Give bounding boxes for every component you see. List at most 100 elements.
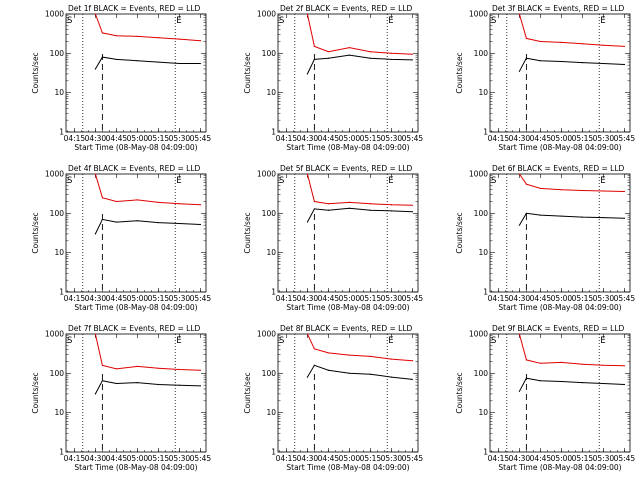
y-tick-label: 100 <box>262 209 277 218</box>
x-axis-label: Start Time (08-May-08 04:09:00) <box>74 463 197 472</box>
events-data-point <box>101 56 103 58</box>
x-tick-label: 05:30 <box>169 454 191 463</box>
x-tick-label: 04:45 <box>106 294 128 303</box>
y-tick-label: 100 <box>50 49 65 58</box>
x-tick-label: 05:45 <box>614 134 636 143</box>
lld-series-line <box>306 13 413 55</box>
lld-data-point <box>525 359 528 361</box>
events-data-point <box>525 57 528 59</box>
lld-data-point <box>411 204 413 206</box>
y-tick-label: 1 <box>483 128 488 137</box>
events-data-point <box>411 378 413 381</box>
lld-data-point <box>94 173 96 175</box>
start-marker-label: S <box>491 336 496 346</box>
y-tick-label: 10 <box>54 88 64 97</box>
panel-7: Det 7f BLACK = Events, RED = LLD 1000 100 1… <box>31 324 211 472</box>
lld-data-point <box>411 360 413 362</box>
lld-data-point <box>306 333 308 335</box>
lld-data-point <box>539 40 542 43</box>
start-marker-label: S <box>67 16 72 26</box>
y-tick-label: 10 <box>478 408 488 417</box>
x-tick-label: 05:45 <box>614 454 636 463</box>
lld-data-point <box>101 197 103 199</box>
lld-data-point <box>313 348 315 350</box>
x-tick-label: 04:45 <box>530 454 552 463</box>
start-marker-label: S <box>67 176 72 186</box>
lld-data-point <box>136 365 138 368</box>
end-marker-label: E <box>176 336 181 346</box>
events-data-point <box>390 58 392 61</box>
events-data-point <box>178 62 180 65</box>
lld-data-point <box>327 203 329 205</box>
x-tick-label: 05:00 <box>551 454 573 463</box>
lld-data-point <box>623 365 626 367</box>
x-tick-label: 04:45 <box>106 134 128 143</box>
plot-frame <box>277 333 419 453</box>
lld-data-point <box>560 361 563 363</box>
events-data-point <box>602 216 605 219</box>
y-tick-label: 100 <box>474 49 489 58</box>
x-tick-label: 05:00 <box>339 294 361 303</box>
events-data-point <box>560 60 563 63</box>
lld-series-line <box>306 333 413 362</box>
events-series-line <box>94 56 201 70</box>
plot-frame <box>489 173 631 293</box>
lld-data-point <box>525 183 528 185</box>
lld-data-point <box>390 204 392 206</box>
lld-series-line <box>518 173 625 192</box>
events-data-point <box>327 369 329 371</box>
y-tick-label: 100 <box>50 209 65 218</box>
end-marker-label: E <box>388 336 393 346</box>
y-axis-label: Counts/sec <box>243 52 252 93</box>
x-tick-label: 05:15 <box>148 294 170 303</box>
x-tick-label: 05:15 <box>148 134 170 143</box>
lld-data-point <box>518 13 521 15</box>
lld-data-point <box>411 53 413 55</box>
panel-title: Det 3f BLACK = Events, RED = LLD <box>492 4 625 13</box>
y-axis-label: Counts/sec <box>31 52 40 93</box>
lld-data-point <box>581 43 584 45</box>
lld-data-point <box>623 45 626 48</box>
events-data-point <box>623 217 626 219</box>
panel-2: Det 2f BLACK = Events, RED = LLD 1000 100 1… <box>243 4 423 152</box>
lld-data-point <box>199 40 201 42</box>
lld-data-point <box>327 352 329 354</box>
y-tick-label: 1 <box>483 448 488 457</box>
lld-data-point <box>602 44 605 46</box>
lld-data-point <box>94 333 96 335</box>
lld-data-point <box>581 363 584 365</box>
lld-data-point <box>313 45 315 48</box>
panel-3: Det 3f BLACK = Events, RED = LLD 1000 100 1… <box>455 4 635 152</box>
x-axis-label: Start Time (08-May-08 04:09:00) <box>74 303 197 312</box>
lld-data-point <box>348 46 350 49</box>
x-tick-label: 05:00 <box>127 134 149 143</box>
x-tick-label: 05:45 <box>190 294 212 303</box>
events-data-point <box>313 58 315 61</box>
x-tick-label: 04:15 <box>64 294 86 303</box>
events-data-point <box>602 382 605 385</box>
lld-data-point <box>94 13 96 15</box>
y-tick-label: 1 <box>59 448 64 457</box>
x-tick-label: 05:30 <box>381 454 403 463</box>
end-marker-label: E <box>176 16 181 26</box>
events-data-point <box>369 373 371 375</box>
y-tick-label: 1000 <box>45 10 64 19</box>
y-tick-label: 1000 <box>45 170 64 179</box>
x-tick-label: 05:30 <box>381 294 403 303</box>
x-tick-label: 04:45 <box>318 134 340 143</box>
events-data-point <box>581 216 584 218</box>
plot-frame <box>65 173 207 293</box>
panel-title: Det 4f BLACK = Events, RED = LLD <box>68 164 201 173</box>
events-data-point <box>136 60 138 62</box>
panel-5: Det 5f BLACK = Events, RED = LLD 1000 100 1… <box>243 164 423 312</box>
lld-data-point <box>178 368 180 371</box>
x-tick-label: 05:15 <box>572 294 594 303</box>
lld-series-line <box>94 173 201 206</box>
y-tick-label: 1000 <box>469 330 488 339</box>
x-tick-label: 05:30 <box>169 134 191 143</box>
y-tick-label: 1 <box>59 128 64 137</box>
events-data-point <box>539 380 542 382</box>
lld-data-point <box>178 203 180 205</box>
panel-title: Det 1f BLACK = Events, RED = LLD <box>68 4 201 13</box>
